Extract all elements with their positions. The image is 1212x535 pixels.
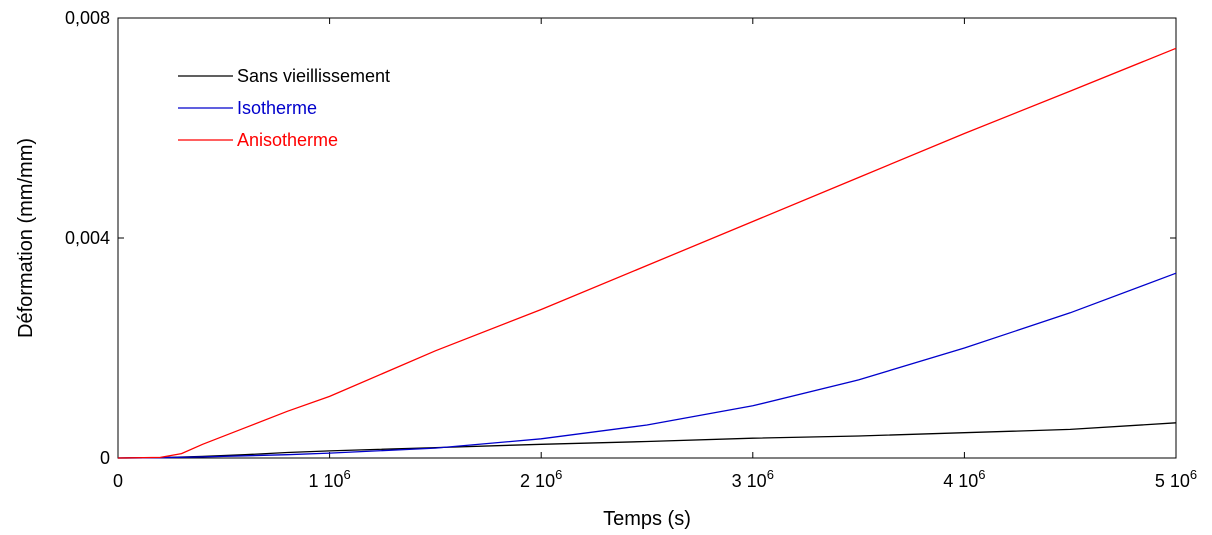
y-tick-label: 0,008 [65, 8, 110, 28]
x-tick-exponent: 6 [978, 467, 985, 482]
y-tick-label: 0 [100, 448, 110, 468]
legend-label-1: Sans vieillissement [237, 66, 390, 86]
y-tick-label: 0,004 [65, 228, 110, 248]
legend-label-2: Isotherme [237, 98, 317, 118]
x-tick-label: 2 106 [520, 467, 562, 491]
series-layer [117, 47, 1177, 459]
series-line-3 [117, 47, 1177, 459]
plot-area [117, 17, 1177, 459]
x-tick-exponent: 6 [555, 467, 562, 482]
x-tick-label: 0 [113, 471, 123, 491]
legend-label-3: Anisotherme [237, 130, 338, 150]
x-tick-label: 5 106 [1155, 467, 1197, 491]
x-tick-label: 1 106 [308, 467, 350, 491]
legend: Sans vieillissement Isotherme Anisotherme [178, 66, 390, 150]
series-line-2 [117, 272, 1177, 459]
x-tick-exponent: 6 [344, 467, 351, 482]
y-axis-label: Déformation (mm/mm) [15, 138, 37, 338]
x-tick-exponent: 6 [1190, 467, 1197, 482]
axis-ticks: 0 1 106 2 106 3 106 4 106 5 106 0 0,004 0,008 [65, 8, 1197, 491]
x-tick-exponent: 6 [767, 467, 774, 482]
x-axis-label: Temps (s) [603, 508, 691, 530]
x-tick-label: 4 106 [943, 467, 985, 491]
x-tick-label: 3 106 [732, 467, 774, 491]
